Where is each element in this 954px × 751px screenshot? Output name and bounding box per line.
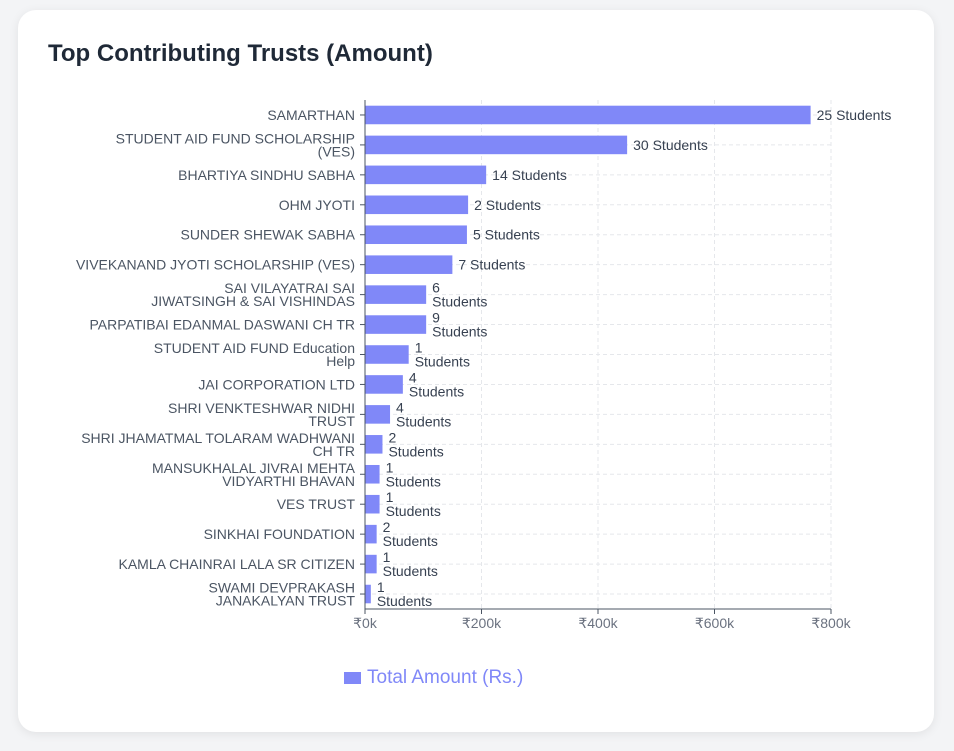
data-label: 2 Students — [388, 429, 443, 459]
bar-chart: ₹0k ₹200k ₹400k ₹600k ₹800k SAMARTHAN 25 Stude… — [76, 100, 892, 631]
data-label: 1 Students — [386, 459, 441, 489]
data-label: 30 Students — [633, 137, 708, 153]
data-label: 14 Students — [492, 167, 567, 183]
bar — [365, 524, 377, 544]
data-label: 5 Students — [473, 227, 540, 243]
bar — [365, 165, 487, 185]
chart-card: Top Contributing Trusts (Amount) ₹0k ₹200… — [18, 10, 934, 732]
bar — [365, 494, 380, 514]
bar — [365, 225, 467, 245]
bar — [365, 464, 380, 484]
bar — [365, 105, 811, 125]
y-tick-label: VIVEKANAND JYOTI SCHOLARSHIP (VES) — [76, 257, 355, 273]
x-tick-label: ₹0k — [353, 615, 378, 631]
legend[interactable]: Total Amount (Rs.) — [344, 667, 523, 689]
y-tick-label: VES TRUST — [277, 496, 356, 512]
data-label: 2 Students — [383, 519, 438, 549]
y-tick-label: SINKHAI FOUNDATION — [204, 526, 355, 542]
y-tick-label: SHRI JHAMATMAL TOLARAM WADHWANI CH TR — [81, 430, 355, 459]
y-tick-label: SUNDER SHEWAK SABHA — [180, 227, 355, 243]
data-label: 1 Students — [415, 340, 470, 370]
data-label: 4 Students — [409, 369, 464, 399]
y-tick-label: MANSUKHALAL JIVRAI MEHTA VIDYARTHI BHAVAN — [152, 460, 356, 489]
data-label: 2 Students — [474, 197, 541, 213]
y-tick-label: KAMLA CHAINRAI LALA SR CITIZEN — [118, 556, 355, 572]
bar — [365, 255, 453, 274]
bar — [365, 345, 409, 364]
bar — [365, 135, 628, 155]
y-tick-label: STUDENT AID FUND Education Help — [154, 340, 355, 369]
y-tick-label: SWAMI DEVPRAKASH JANAKALYAN TRUST — [208, 580, 355, 609]
y-tick-label: SAMARTHAN — [267, 107, 355, 123]
bar — [365, 375, 403, 394]
data-label: 7 Students — [458, 257, 525, 273]
bar — [365, 315, 427, 334]
data-label: 1 Students — [386, 489, 441, 519]
x-tick-label: ₹400k — [578, 615, 618, 631]
x-tick-label: ₹600k — [695, 615, 735, 631]
y-tick-label: PARPATIBAI EDANMAL DASWANI CH TR — [89, 317, 355, 333]
data-label: 1 Students — [383, 549, 438, 579]
bar — [365, 405, 391, 424]
y-tick-label: SHRI VENKTESHWAR NIDHI TRUST — [168, 400, 355, 429]
data-label: 25 Students — [817, 107, 892, 123]
bar — [365, 195, 469, 215]
data-label: 6 Students — [432, 280, 487, 310]
bar — [365, 584, 371, 604]
data-label: 9 Students — [432, 310, 487, 340]
bar — [365, 285, 427, 304]
bar — [365, 554, 377, 574]
legend-swatch — [344, 672, 361, 684]
data-label: 4 Students — [396, 399, 451, 429]
y-tick-label: OHM JYOTI — [279, 197, 355, 213]
data-label: 1 Students — [377, 579, 432, 609]
chart-title: Top Contributing Trusts (Amount) — [48, 40, 433, 67]
y-tick-label: JAI CORPORATION LTD — [198, 376, 355, 392]
x-tick-label: ₹800k — [811, 615, 851, 631]
legend-label: Total Amount (Rs.) — [367, 667, 524, 688]
bar — [365, 435, 383, 454]
y-tick-label: STUDENT AID FUND SCHOLARSHIP (VES) — [116, 130, 355, 159]
y-tick-label: BHARTIYA SINDHU SABHA — [178, 167, 356, 183]
x-tick-label: ₹200k — [462, 615, 502, 631]
y-tick-label: SAI VILAYATRAI SAI JIWATSINGH & SAI VISHI… — [151, 280, 355, 309]
